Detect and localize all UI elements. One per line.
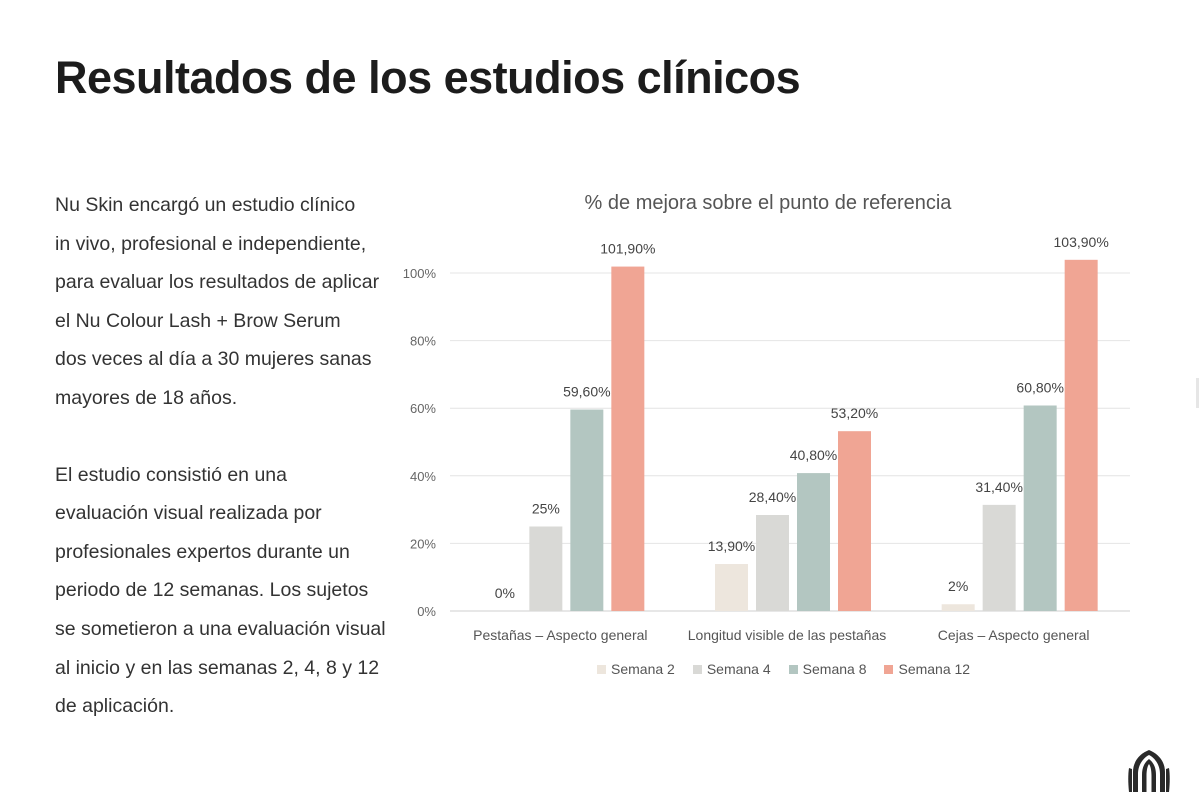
x-category-label: Pestañas – Aspecto general xyxy=(473,627,647,643)
bar-semana-8 xyxy=(570,409,604,611)
legend-label: Semana 8 xyxy=(802,661,867,677)
legend-item: Semana 12 xyxy=(884,661,970,677)
legend-swatch xyxy=(692,664,702,674)
description-line: El estudio consistió en una xyxy=(55,463,287,486)
description-line: in vivo, profesional e independiente, xyxy=(55,232,367,255)
legend-label: Semana 12 xyxy=(898,661,971,677)
chart-title: % de mejora sobre el punto de referencia xyxy=(585,192,953,214)
description-line: el Nu Colour Lash + Brow Serum xyxy=(55,309,341,332)
y-tick-label: 100% xyxy=(403,266,437,281)
page-title: Resultados de los estudios clínicos xyxy=(55,52,801,103)
description-line: profesionales expertos durante un xyxy=(55,540,350,563)
data-label: 60,80% xyxy=(1016,379,1063,395)
data-label: 101,90% xyxy=(600,241,655,257)
data-label: 31,40% xyxy=(975,479,1022,495)
data-label: 59,60% xyxy=(563,384,610,400)
legend-swatch xyxy=(788,664,798,674)
legend-label: Semana 4 xyxy=(706,661,771,677)
data-label: 0% xyxy=(495,585,515,601)
legend-item: Semana 8 xyxy=(788,661,867,677)
bar-chart: % de mejora sobre el punto de referencia… xyxy=(403,192,1130,643)
bar-semana-4 xyxy=(529,526,563,611)
y-tick-label: 20% xyxy=(410,536,436,551)
data-label: 28,40% xyxy=(749,489,796,505)
description-line: al inicio y en las semanas 2, 4, 8 y 12 xyxy=(55,656,380,679)
data-label: 13,90% xyxy=(708,538,755,554)
data-label: 25% xyxy=(532,501,560,517)
data-label: 53,20% xyxy=(831,405,878,421)
data-label: 103,90% xyxy=(1054,234,1109,250)
description-line: evaluación visual realizada por xyxy=(55,502,322,525)
bar-semana-2 xyxy=(715,564,748,611)
description-line: se sometieron a una evaluación visual xyxy=(55,617,386,640)
description-line: dos veces al día a 30 mujeres sanas xyxy=(55,348,372,371)
bar-semana-2 xyxy=(941,604,975,611)
description-line: periodo de 12 semanas. Los sujetos xyxy=(55,579,369,602)
legend-swatch xyxy=(884,664,894,674)
chart-legend: Semana 2 Semana 4 Semana 8 Semana 12 xyxy=(597,661,970,677)
y-tick-label: 60% xyxy=(410,401,436,416)
data-label: 2% xyxy=(948,578,968,594)
legend-item: Semana 4 xyxy=(692,661,771,677)
description-line: Nu Skin encargó un estudio clínico xyxy=(55,194,356,216)
legend-item: Semana 2 xyxy=(597,661,675,677)
bar-semana-12 xyxy=(611,266,645,611)
nu-skin-logo-icon xyxy=(1128,750,1170,792)
y-tick-label: 0% xyxy=(417,604,436,619)
y-tick-label: 40% xyxy=(410,469,436,484)
bar-semana-12 xyxy=(838,431,871,611)
description-line: de aplicación. xyxy=(55,695,175,718)
bar-semana-12 xyxy=(1064,259,1098,611)
x-category-label: Longitud visible de las pestañas xyxy=(688,627,886,643)
data-label: 40,80% xyxy=(790,447,837,463)
description-paragraph-1: Nu Skin encargó un estudio clínico in vi… xyxy=(55,186,385,418)
scroll-edge xyxy=(1196,378,1199,408)
bar-semana-8 xyxy=(797,473,830,611)
x-category-label: Cejas – Aspecto general xyxy=(938,627,1090,643)
description-paragraph-2: El estudio consistió en una evaluación v… xyxy=(55,456,386,726)
legend-swatch xyxy=(597,664,606,674)
study-description: Nu Skin encargó un estudio clínico in vi… xyxy=(55,186,386,764)
y-tick-label: 80% xyxy=(410,334,436,349)
legend-label: Semana 2 xyxy=(611,661,675,677)
description-line: mayores de 18 años. xyxy=(55,386,238,409)
bar-semana-4 xyxy=(982,504,1016,611)
bar-semana-4 xyxy=(756,515,789,611)
bar-semana-8 xyxy=(1023,405,1057,611)
description-line: para evaluar los resultados de aplicar xyxy=(55,271,380,294)
